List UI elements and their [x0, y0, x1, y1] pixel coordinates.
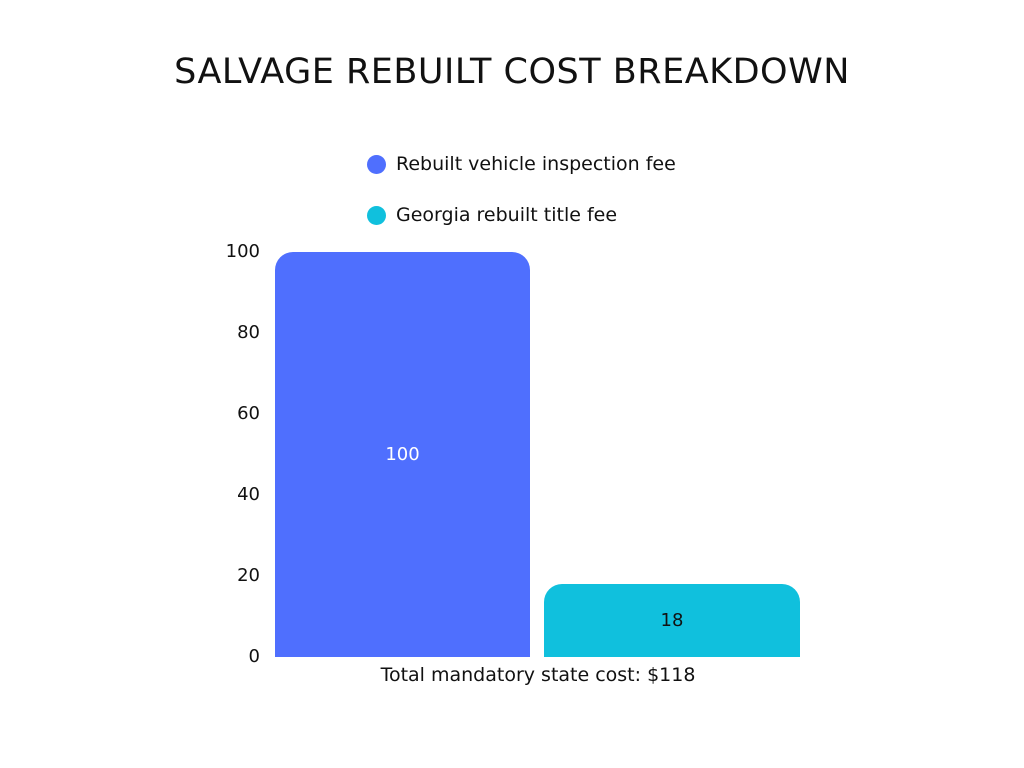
bar-value-label: 100: [385, 444, 420, 465]
y-tick-label: 80: [237, 322, 260, 343]
bar-title-fee: 18: [544, 584, 800, 657]
legend-label: Rebuilt vehicle inspection fee: [396, 153, 676, 175]
bar-value-label: 18: [660, 610, 684, 631]
legend-dot-icon: [367, 205, 386, 225]
y-tick-label: 60: [237, 403, 260, 424]
y-tick-label: 0: [248, 646, 260, 667]
y-tick-label: 20: [237, 565, 260, 586]
legend-item-title-fee: Georgia rebuilt title fee: [367, 204, 617, 226]
x-axis-label: Total mandatory state cost: $118: [380, 664, 696, 686]
y-tick-label: 40: [237, 484, 260, 505]
bar-inspection-fee: 100: [275, 252, 530, 657]
legend-dot-icon: [367, 154, 386, 174]
chart-title: SALVAGE REBUILT COST BREAKDOWN: [174, 52, 850, 92]
legend-label: Georgia rebuilt title fee: [396, 204, 618, 226]
legend-item-inspection-fee: Rebuilt vehicle inspection fee: [367, 153, 676, 175]
y-tick-label: 100: [225, 241, 260, 262]
